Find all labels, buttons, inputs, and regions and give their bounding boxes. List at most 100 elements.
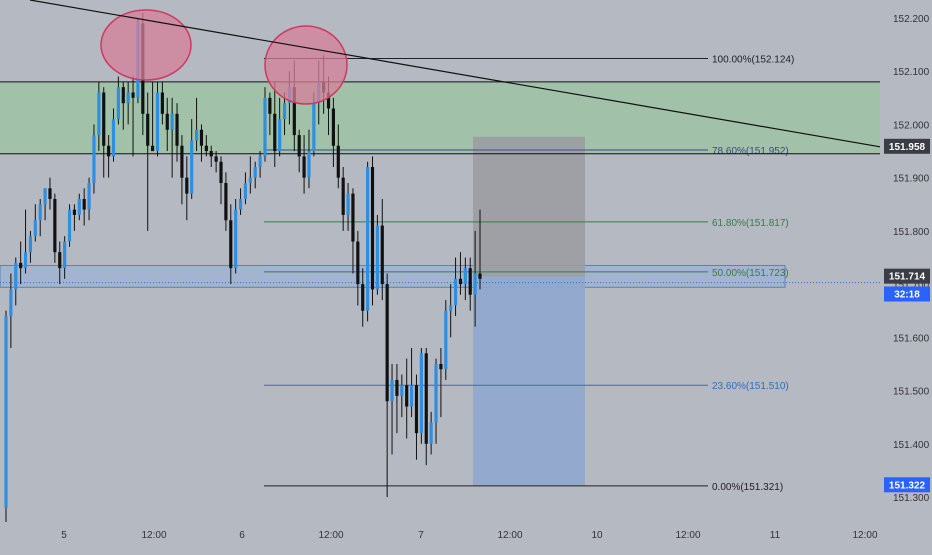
candle-bear: [478, 273, 482, 279]
candle-bear: [229, 220, 233, 269]
candle-bull: [263, 97, 267, 157]
candle-bear: [160, 92, 164, 114]
candle-bull: [67, 209, 72, 242]
candle-bear: [439, 363, 443, 370]
highlight-circle: [264, 25, 348, 105]
candle-bear: [209, 151, 213, 157]
y-tick-label: 151.400: [893, 440, 930, 451]
candle-bear: [175, 113, 179, 146]
candle-bull: [346, 193, 350, 215]
y-tick-label: 151.700: [893, 280, 930, 291]
candle-bear: [146, 113, 150, 146]
candle-bull: [111, 119, 116, 157]
candle-bear: [82, 198, 86, 210]
price-badge-label: 151.322: [889, 480, 926, 491]
candle-bull: [453, 278, 458, 306]
candle-bull: [9, 289, 13, 317]
candle-bear: [385, 284, 389, 402]
candle-bull: [390, 379, 394, 402]
candle-bear: [405, 385, 409, 407]
candle-bull: [253, 167, 257, 178]
candle-bull: [400, 385, 404, 396]
fib-label: 23.60%(151.510): [712, 381, 789, 392]
candle-bear: [356, 241, 360, 285]
x-axis-background: [0, 522, 932, 550]
candle-bull: [38, 204, 42, 221]
candle-bear: [199, 129, 204, 146]
candle-bear: [107, 145, 111, 157]
candle-bull: [238, 198, 243, 210]
candle-bear: [414, 385, 419, 434]
candle-bull: [4, 316, 8, 508]
candle-bear: [165, 113, 169, 130]
candle-bear: [268, 97, 272, 114]
candle-bear: [468, 268, 472, 295]
candle-bull: [97, 92, 101, 136]
horizontal-lines-layer: [0, 81, 880, 284]
candle-bull: [116, 87, 120, 120]
candle-bull: [307, 151, 311, 178]
candle-bull: [434, 363, 438, 423]
candle-bull: [449, 305, 453, 311]
x-tick-label: 11: [770, 530, 781, 541]
candle-bull: [33, 220, 37, 237]
x-tick-label: 12:00: [852, 530, 877, 541]
candle-bull: [312, 103, 316, 152]
candle-bull: [429, 422, 433, 444]
candle-bull: [258, 156, 262, 168]
price-badges-layer: 151.958 151.714 32:18 151.322: [884, 138, 930, 493]
candle-bear: [458, 278, 463, 285]
candle-bear: [53, 198, 57, 253]
x-tick-label: 6: [239, 530, 245, 541]
highlight-circles-layer: [100, 9, 348, 105]
candle-bear: [48, 188, 52, 199]
candle-bull: [190, 140, 194, 194]
x-tick-label: 7: [418, 530, 424, 541]
candle-bear: [204, 145, 208, 152]
candle-bull: [463, 268, 467, 285]
x-tick-label: 12:00: [497, 530, 522, 541]
candle-bear: [336, 145, 340, 178]
position-box-layer: [473, 136, 585, 486]
candle-bull: [409, 385, 414, 407]
candle-bear: [58, 252, 62, 269]
price-badge: [884, 286, 930, 302]
fib-label: 50.00%(151.723): [712, 268, 789, 279]
candle-bear: [224, 182, 228, 221]
y-tick-label: 152.000: [893, 120, 930, 131]
candle-bear: [370, 167, 375, 290]
y-tick-label: 151.600: [893, 333, 930, 344]
candle-bull: [234, 209, 238, 269]
candle-bear: [380, 225, 384, 285]
candle-bear: [273, 113, 277, 152]
candle-bear: [424, 353, 428, 444]
candle-bear: [341, 177, 345, 215]
candle-bull: [87, 182, 91, 210]
candle-bull: [194, 129, 199, 141]
candle-bull: [63, 241, 67, 269]
candle-bull: [243, 182, 248, 199]
fib-label: 0.00%(151.321): [712, 482, 783, 493]
x-tick-label: 12:00: [318, 530, 343, 541]
candle-bear: [19, 262, 23, 269]
candle-bull: [92, 135, 96, 183]
candle-bull: [419, 353, 423, 434]
price-badge-label: 32:18: [894, 289, 920, 300]
candle-bear: [361, 284, 365, 311]
fib-label: 100.00%(152.124): [712, 54, 794, 65]
candle-bull: [282, 103, 287, 120]
trendline: [29, 0, 881, 148]
candle-bear: [292, 87, 296, 136]
candle-bull: [366, 167, 370, 311]
x-axis[interactable]: 5 12:00 6 12:00 7 12:00 10 12:00 11 12:00: [0, 522, 932, 550]
candle-bear: [214, 156, 218, 162]
candle-bull: [248, 177, 252, 183]
candle-bear: [151, 145, 155, 152]
candle-bear: [219, 161, 223, 183]
support-zone: [0, 264, 786, 288]
y-tick-label: 151.900: [893, 174, 930, 185]
x-tick-label: 12:00: [675, 530, 700, 541]
candle-bear: [180, 145, 184, 178]
